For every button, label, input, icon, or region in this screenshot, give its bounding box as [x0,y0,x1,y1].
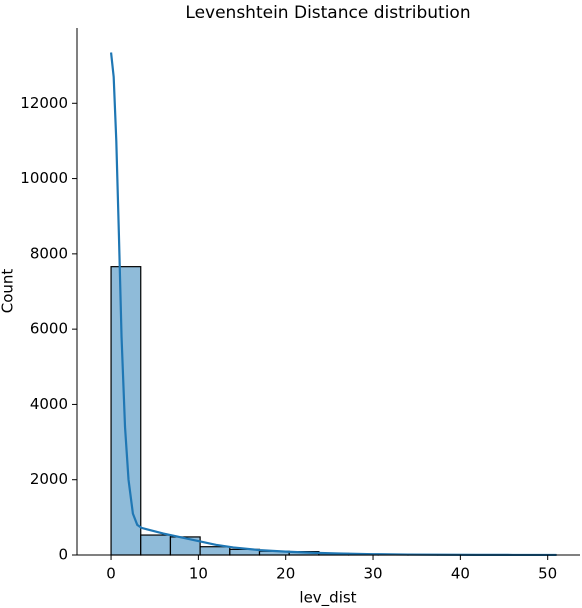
bar [140,534,172,556]
y-tick-label: 8000 [30,244,68,262]
y-axis-label: Count [0,269,17,314]
x-tick-label: 30 [363,565,382,583]
y-tick-label: 0 [58,546,68,564]
x-tick-label: 40 [451,565,470,583]
x-axis-label: lev_dist [299,589,356,608]
kde-line [109,52,557,557]
y-tick-label: 6000 [30,320,68,338]
y-tick-label: 4000 [30,395,68,413]
bar [110,266,142,556]
y-tick-label: 10000 [20,169,68,187]
y-tick-label: 12000 [20,94,68,112]
x-tick-label: 20 [276,565,295,583]
bar [199,546,231,556]
y-tick-label: 2000 [30,470,68,488]
chart-title: Levenshtein Distance distribution [185,3,470,23]
x-tick-label: 10 [189,565,208,583]
x-tick-label: 50 [538,565,557,583]
x-tick-label: 0 [106,565,116,583]
